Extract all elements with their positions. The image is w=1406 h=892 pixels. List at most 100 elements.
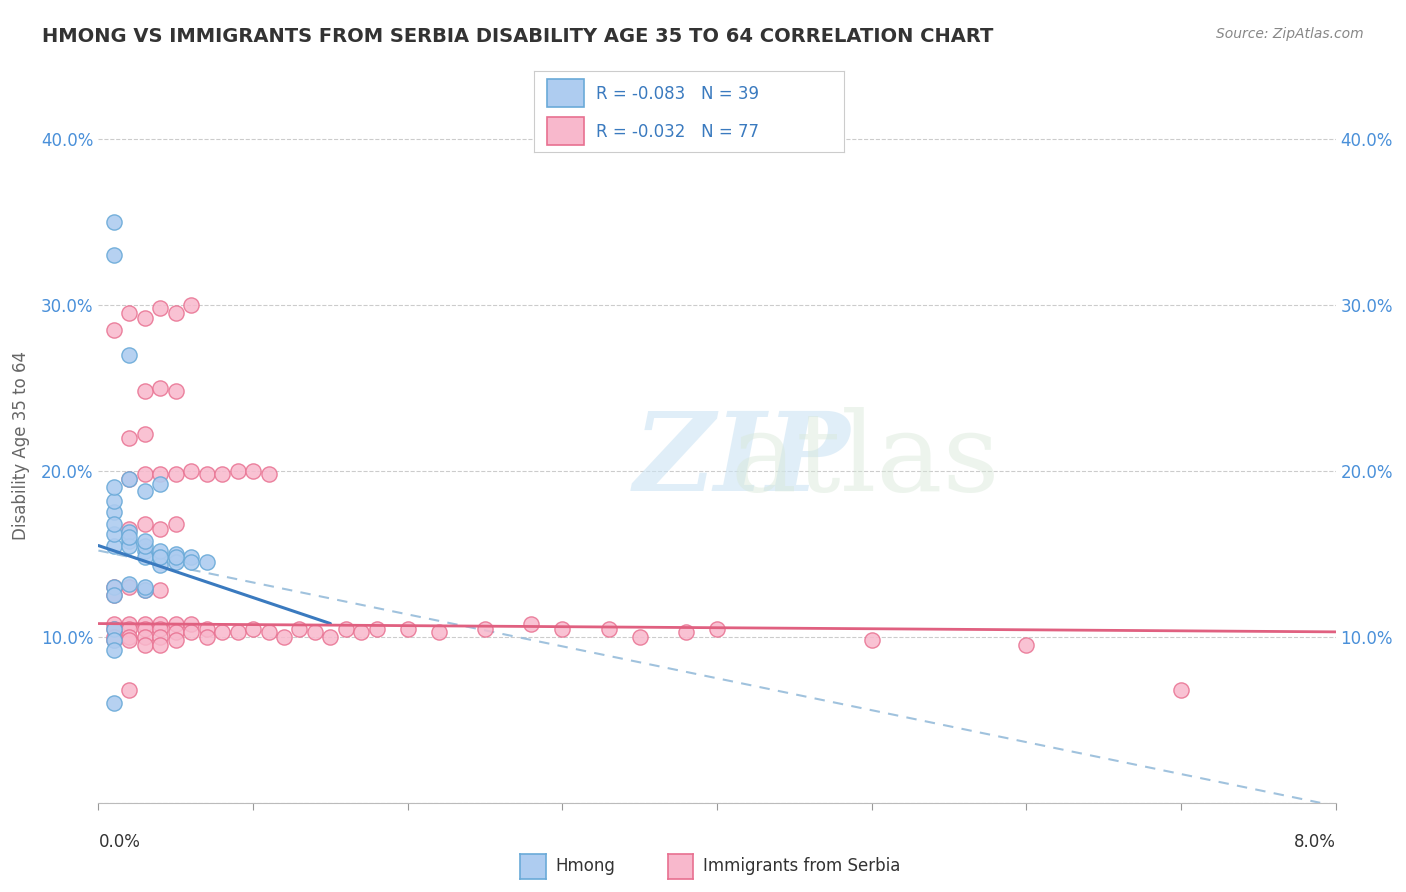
Point: [165, 624, 187, 639]
Point: [149, 467, 172, 482]
Point: [149, 477, 172, 491]
Point: [103, 696, 125, 710]
Point: [860, 633, 883, 648]
Point: [149, 381, 172, 395]
Point: [118, 431, 141, 445]
Point: [103, 481, 125, 495]
Point: [118, 533, 141, 548]
Point: [165, 306, 187, 320]
Point: [211, 624, 233, 639]
Point: [103, 588, 125, 602]
Point: [103, 622, 125, 636]
Point: [134, 583, 156, 598]
Point: [165, 633, 187, 648]
Point: [195, 622, 218, 636]
Point: [366, 622, 388, 636]
Point: [226, 624, 249, 639]
Point: [628, 630, 651, 644]
Point: [1170, 682, 1192, 697]
Point: [675, 624, 697, 639]
Point: [149, 543, 172, 558]
Point: [103, 580, 125, 594]
Point: [149, 558, 172, 573]
FancyBboxPatch shape: [547, 79, 583, 108]
Text: R = -0.083   N = 39: R = -0.083 N = 39: [596, 85, 759, 103]
Point: [149, 301, 172, 316]
Point: [706, 622, 728, 636]
Point: [103, 633, 125, 648]
Point: [118, 622, 141, 636]
Point: [103, 505, 125, 519]
Point: [180, 550, 202, 565]
Point: [195, 630, 218, 644]
Point: [134, 467, 156, 482]
Point: [520, 616, 543, 631]
Point: [134, 311, 156, 326]
Text: Immigrants from Serbia: Immigrants from Serbia: [703, 857, 900, 875]
Point: [165, 616, 187, 631]
Point: [103, 630, 125, 644]
Point: [427, 624, 450, 639]
Point: [319, 630, 342, 644]
Point: [165, 550, 187, 565]
Point: [149, 522, 172, 536]
Point: [134, 483, 156, 498]
Point: [149, 638, 172, 652]
Point: [304, 624, 326, 639]
Point: [118, 682, 141, 697]
Point: [257, 467, 280, 482]
Point: [103, 622, 125, 636]
Point: [103, 493, 125, 508]
Point: [103, 516, 125, 531]
Point: [165, 547, 187, 561]
Point: [134, 583, 156, 598]
Point: [134, 384, 156, 399]
Point: [118, 348, 141, 362]
Point: [118, 472, 141, 486]
Point: [118, 472, 141, 486]
Text: 0.0%: 0.0%: [98, 832, 141, 851]
Point: [149, 550, 172, 565]
Point: [396, 622, 419, 636]
Point: [165, 555, 187, 569]
Point: [180, 555, 202, 569]
Point: [149, 550, 172, 565]
Point: [195, 467, 218, 482]
Text: HMONG VS IMMIGRANTS FROM SERBIA DISABILITY AGE 35 TO 64 CORRELATION CHART: HMONG VS IMMIGRANTS FROM SERBIA DISABILI…: [42, 27, 994, 45]
Point: [242, 464, 264, 478]
Point: [134, 427, 156, 442]
Text: ZIP: ZIP: [634, 407, 851, 514]
Point: [134, 543, 156, 558]
FancyBboxPatch shape: [547, 117, 583, 145]
Point: [211, 467, 233, 482]
Point: [118, 616, 141, 631]
Point: [149, 622, 172, 636]
Point: [103, 248, 125, 262]
Y-axis label: Disability Age 35 to 64: Disability Age 35 to 64: [11, 351, 30, 541]
Point: [1015, 638, 1038, 652]
Point: [134, 638, 156, 652]
Point: [103, 323, 125, 337]
Point: [118, 539, 141, 553]
Point: [103, 633, 125, 648]
Point: [180, 616, 202, 631]
Point: [226, 464, 249, 478]
Point: [103, 527, 125, 541]
Point: [288, 622, 311, 636]
Point: [134, 516, 156, 531]
Point: [103, 539, 125, 553]
Text: Source: ZipAtlas.com: Source: ZipAtlas.com: [1216, 27, 1364, 41]
Point: [103, 616, 125, 631]
Point: [134, 539, 156, 553]
Point: [180, 298, 202, 312]
Point: [257, 624, 280, 639]
Point: [103, 215, 125, 229]
Point: [242, 622, 264, 636]
Point: [474, 622, 496, 636]
Point: [103, 643, 125, 657]
Point: [149, 583, 172, 598]
Point: [598, 622, 620, 636]
Point: [149, 616, 172, 631]
Point: [350, 624, 373, 639]
Point: [165, 516, 187, 531]
